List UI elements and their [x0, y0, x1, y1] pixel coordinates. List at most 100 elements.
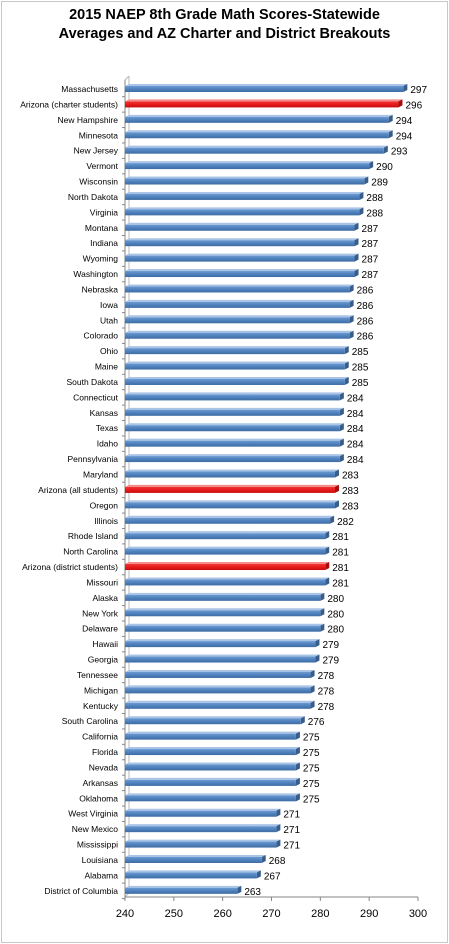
value-label: 285: [352, 378, 369, 389]
category-label: Texas: [96, 423, 118, 433]
value-label: 287: [362, 270, 379, 281]
value-label: 284: [347, 393, 364, 404]
category-label: Kansas: [90, 408, 118, 418]
value-label: 284: [347, 455, 364, 466]
value-label: 271: [283, 841, 300, 852]
category-label: Idaho: [97, 439, 119, 449]
bar: [125, 348, 345, 355]
x-tick-label: 260: [213, 908, 231, 920]
bar: [125, 548, 326, 555]
bar-top-face: [125, 423, 344, 426]
bar-end-face: [339, 407, 344, 416]
bar-top-face: [125, 161, 374, 164]
bar: [125, 116, 389, 123]
category-label: California: [82, 732, 118, 742]
bar: [125, 425, 340, 432]
bar-top-face: [125, 269, 359, 272]
bar-end-face: [325, 577, 330, 586]
bar: [125, 255, 355, 262]
bar: [125, 286, 350, 293]
bar: [125, 240, 355, 247]
category-label: New Jersey: [74, 146, 119, 156]
value-label: 287: [362, 239, 379, 250]
category-label: Kentucky: [83, 701, 119, 711]
category-label: North Carolina: [63, 547, 118, 557]
value-label: 278: [318, 702, 335, 713]
bar-end-face: [334, 500, 339, 509]
x-tick-label: 250: [165, 908, 183, 920]
category-label: District of Columbia: [44, 886, 118, 896]
bar-end-face: [320, 623, 325, 632]
value-label: 284: [347, 409, 364, 420]
bar-top-face: [125, 469, 339, 472]
bar: [125, 163, 370, 170]
category-label: Maine: [95, 362, 118, 372]
category-label: Iowa: [100, 300, 118, 310]
value-label: 288: [366, 193, 383, 204]
value-label: 263: [244, 887, 261, 898]
bar-top-face: [125, 99, 403, 102]
bar: [125, 810, 277, 817]
bar-end-face: [315, 639, 320, 648]
x-tick-label: 300: [409, 908, 427, 920]
bar: [125, 440, 340, 447]
category-label: Nebraska: [82, 284, 119, 294]
value-label: 283: [342, 471, 359, 482]
category-label: Alaska: [92, 593, 118, 603]
category-label: Montana: [85, 223, 118, 233]
bar: [125, 749, 296, 756]
bar-top-face: [125, 392, 344, 395]
bar: [125, 378, 345, 385]
category-label: Colorado: [84, 331, 119, 341]
bar: [125, 610, 321, 617]
category-label: Minnesota: [79, 130, 118, 140]
bar-end-face: [295, 762, 300, 771]
bar: [125, 857, 262, 863]
bar-end-face: [349, 330, 354, 339]
bar: [125, 147, 384, 154]
bar: [125, 795, 296, 802]
bar-top-face: [125, 346, 349, 349]
bar-end-face: [237, 885, 242, 894]
x-tick-label: 290: [360, 908, 378, 920]
value-label: 287: [362, 255, 379, 266]
value-label: 275: [303, 794, 320, 805]
category-label: Pennsylvania: [67, 454, 118, 464]
x-tick-label: 270: [262, 908, 280, 920]
bar-top-face: [125, 484, 339, 487]
bar-end-face: [359, 191, 364, 200]
bar-top-face: [125, 793, 300, 796]
bar-top-face: [125, 716, 305, 719]
bar: [125, 564, 326, 571]
category-label: Alabama: [84, 870, 118, 880]
bar-end-face: [339, 392, 344, 401]
value-label: 297: [410, 85, 427, 96]
bar-end-face: [354, 238, 359, 247]
bar-top-face: [125, 700, 315, 703]
value-label: 294: [396, 116, 413, 127]
value-label: 280: [327, 609, 344, 620]
bar-top-face: [125, 376, 349, 379]
bar-end-face: [339, 438, 344, 447]
category-label: Utah: [100, 315, 118, 325]
bar-top-face: [125, 222, 359, 225]
bar-end-face: [310, 700, 315, 709]
bar-end-face: [344, 376, 349, 385]
category-label: Oklahoma: [79, 793, 118, 803]
value-label: 267: [264, 871, 281, 882]
bar-end-face: [403, 84, 408, 92]
category-label: South Carolina: [62, 716, 119, 726]
bar-end-face: [339, 454, 344, 463]
value-label: 286: [357, 316, 374, 327]
value-label: 275: [303, 763, 320, 774]
bar-end-face: [369, 161, 374, 170]
category-label: Connecticut: [73, 392, 119, 402]
category-label: Massachusetts: [61, 84, 118, 94]
value-label: 276: [308, 717, 325, 728]
bar-top-face: [125, 145, 388, 148]
bar-top-face: [125, 438, 344, 441]
bar: [125, 409, 340, 416]
bar-end-face: [364, 176, 369, 185]
bar-end-face: [388, 130, 393, 139]
